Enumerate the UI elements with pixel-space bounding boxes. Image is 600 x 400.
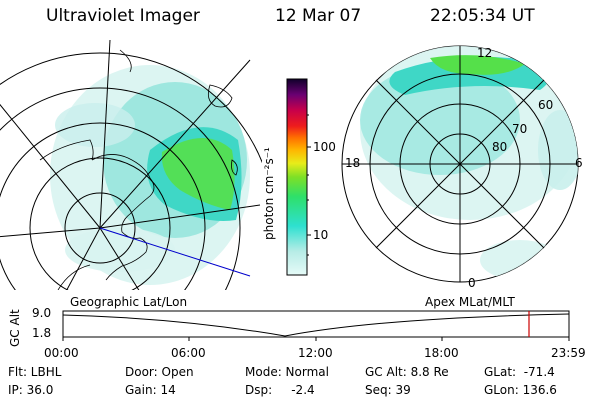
aurora-emission-polar [360, 46, 578, 280]
status-glat: GLat: -71.4 [484, 365, 555, 379]
instrument-title: Ultraviolet Imager [46, 6, 200, 26]
colorbar-tick-100: 100 [313, 140, 336, 154]
mlt-label-6: 6 [575, 156, 583, 170]
colorbar [286, 78, 311, 276]
status-gc-alt: GC Alt: 8.8 Re [365, 365, 449, 379]
lat-label-60: 60 [538, 98, 554, 112]
apex-map-label: Apex MLat/MLT [425, 295, 515, 309]
lat-label-80: 80 [492, 140, 508, 154]
status-mode: Mode: Normal [245, 365, 329, 379]
timeline-y-label: GC Alt [8, 309, 22, 347]
status-filter: Flt: LBHL [8, 365, 62, 379]
status-ip: IP: 36.0 [8, 383, 54, 397]
timeline-x-tick-0000: 00:00 [44, 346, 79, 360]
coastlines [39, 49, 238, 290]
date-label: 12 Mar 07 [275, 6, 362, 26]
timeline-y-tick-top: 9.0 [32, 306, 52, 320]
ground-track-line [99, 227, 251, 277]
timeline-x-tick-2359: 23:59 [551, 346, 586, 360]
altitude-timeline [62, 310, 570, 341]
mlt-label-18: 18 [345, 156, 361, 170]
colorbar-tick-10: 10 [313, 228, 329, 242]
status-door: Door: Open [125, 365, 194, 379]
status-gain: Gain: 14 [125, 383, 176, 397]
timeline-x-tick-0600: 06:00 [171, 346, 206, 360]
mlt-label-0: 0 [468, 276, 476, 290]
colorbar-unit-label: photon cm⁻²s⁻¹ [262, 147, 276, 240]
geo-grid [0, 40, 262, 290]
time-label: 22:05:34 UT [430, 6, 535, 26]
timeline-y-tick-bottom: 1.8 [32, 326, 52, 340]
polar-plot [341, 45, 579, 283]
status-seq: Seq: 39 [365, 383, 411, 397]
lat-label-70: 70 [512, 122, 528, 136]
geographic-map [0, 40, 262, 290]
status-dsp: Dsp: -2.4 [245, 383, 315, 397]
geo-map-label: Geographic Lat/Lon [70, 295, 188, 309]
timeline-x-tick-1200: 12:00 [298, 346, 333, 360]
status-glon: GLon: 136.6 [484, 383, 557, 397]
aurora-emission-geo [50, 65, 250, 285]
timeline-x-tick-1800: 18:00 [424, 346, 459, 360]
mlt-label-12: 12 [477, 46, 493, 60]
